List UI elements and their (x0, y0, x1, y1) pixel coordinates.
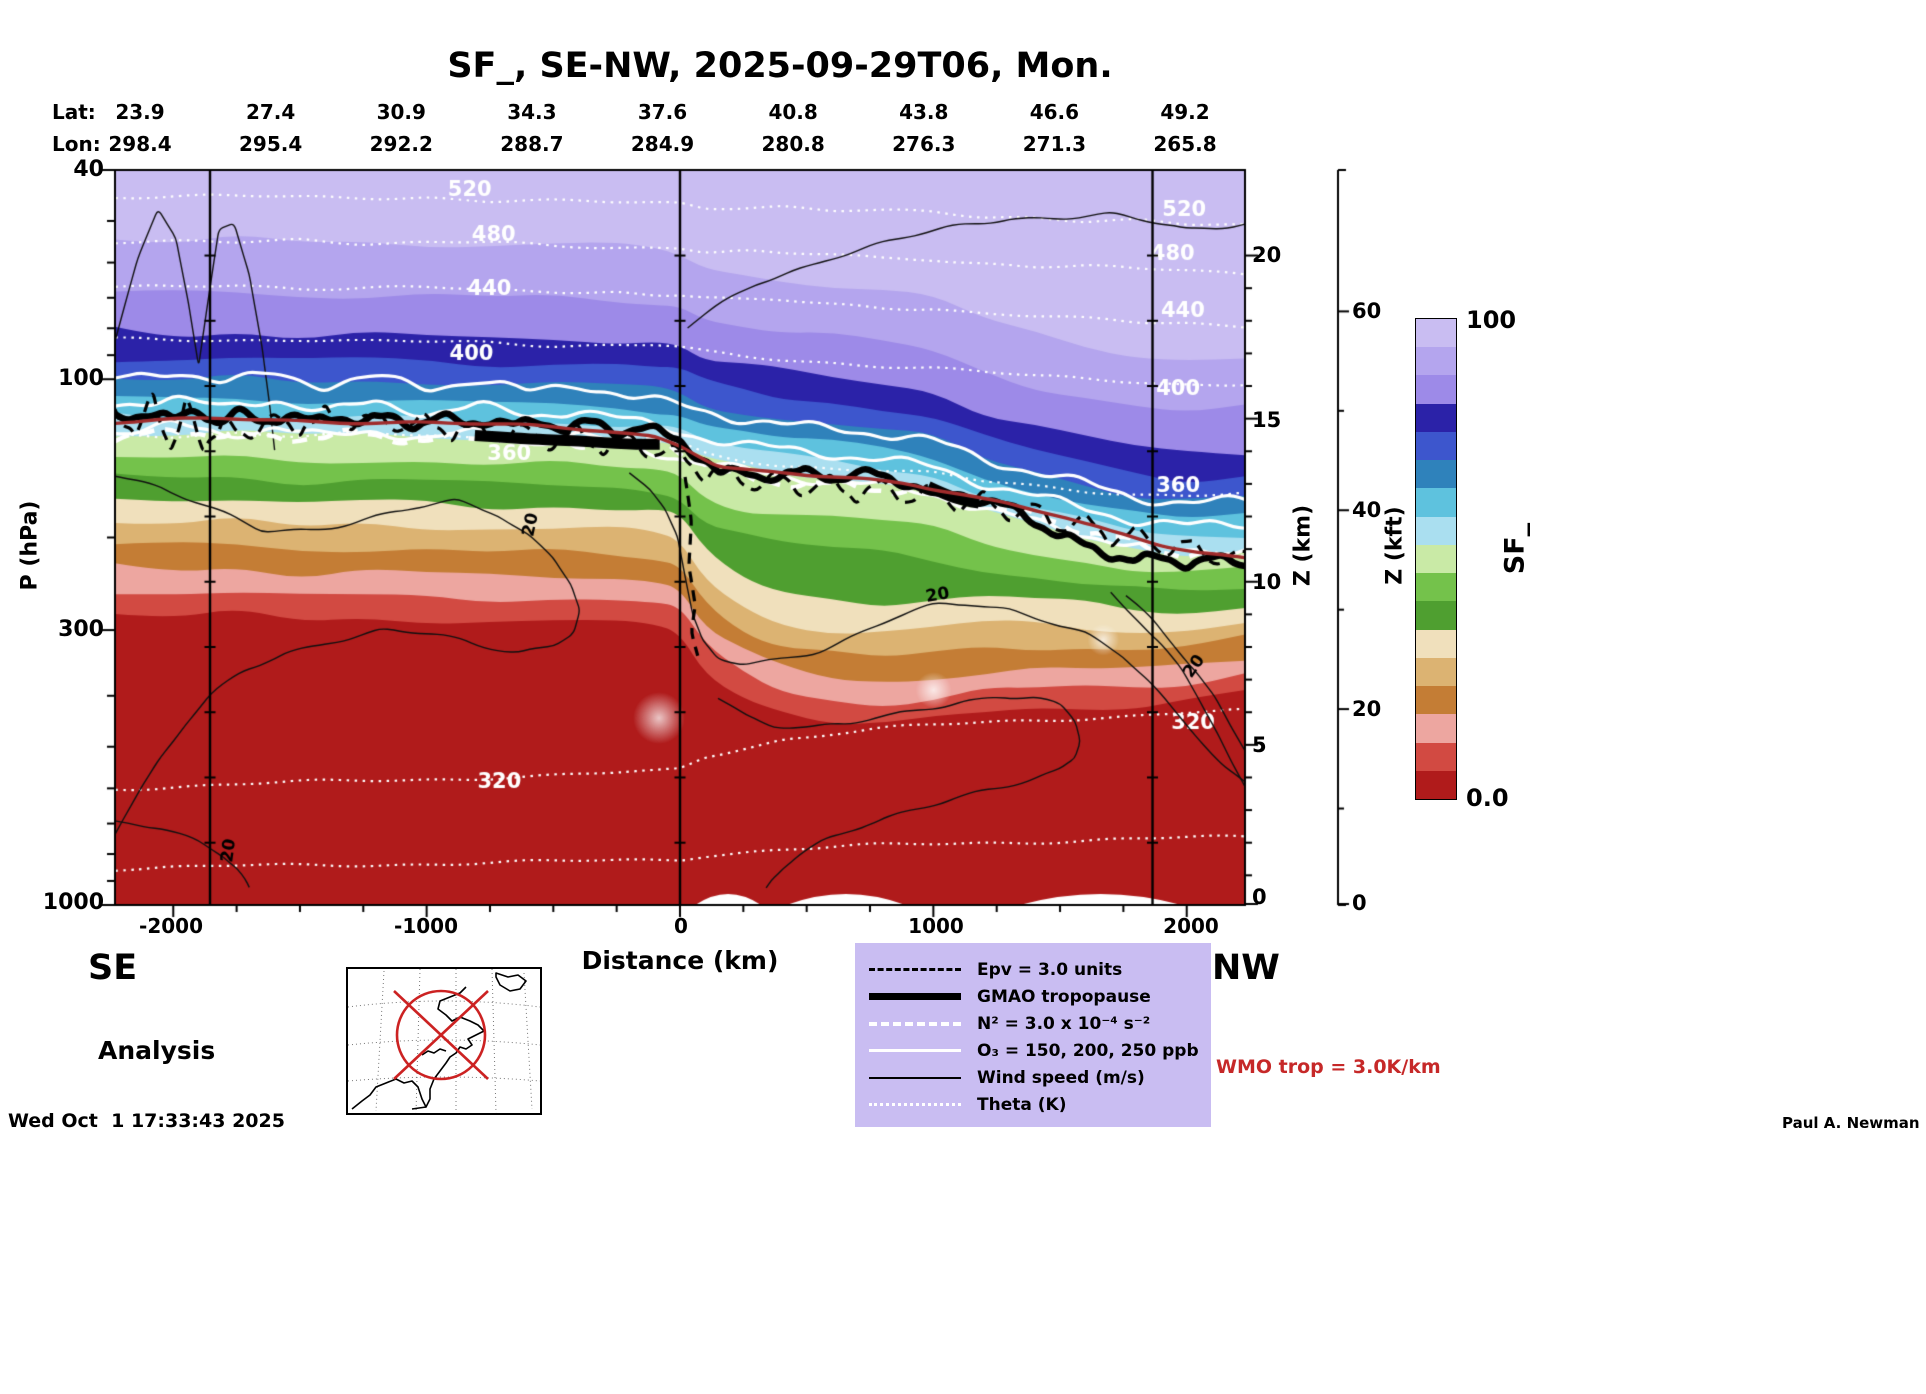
lon-value: 284.9 (630, 132, 695, 156)
colorbar (1415, 318, 1457, 800)
map-section-marker (393, 989, 489, 1081)
lon-axis-label: Lon: (52, 132, 101, 156)
zkft-tick-label: 40 (1352, 498, 1382, 522)
lat-value: 23.9 (115, 100, 165, 124)
legend: Epv = 3.0 units GMAO tropopause N² = 3.0… (855, 943, 1211, 1127)
zkm-tick-label: 15 (1252, 408, 1282, 432)
colorbar-segment (1416, 488, 1456, 517)
credit: Paul A. Newman (NASA (1782, 1114, 1926, 1132)
wind-speed-line-sample (869, 1076, 961, 1079)
lon-value: 280.8 (761, 132, 825, 156)
lon-values-row: 298.4 295.4 292.2 288.7 284.9 280.8 276.… (95, 132, 1230, 156)
legend-row: Wind speed (m/s) (869, 1064, 1211, 1091)
p-tick-label: 100 (58, 366, 104, 391)
legend-row: Theta (K) (869, 1091, 1211, 1118)
colorbar-segment (1416, 657, 1456, 687)
corner-label-nw: NW (1212, 948, 1280, 988)
lat-axis-label: Lat: (52, 100, 96, 124)
legend-label-gmao: GMAO tropopause (977, 986, 1151, 1007)
p-tick-label: 300 (58, 617, 104, 642)
corner-label-se: SE (88, 948, 138, 988)
timestamp: Wed Oct 1 17:33:43 2025 (8, 1110, 285, 1132)
x-tick-label: -2000 (139, 914, 203, 938)
lon-value: 276.3 (892, 132, 956, 156)
gmao-tropopause-line-sample (869, 993, 961, 1000)
zkft-tick-label: 60 (1352, 299, 1382, 323)
lat-value: 40.8 (768, 100, 818, 124)
legend-row: Epv = 3.0 units (869, 956, 1211, 983)
colorbar-segment (1416, 686, 1456, 715)
lon-value: 298.4 (108, 132, 172, 156)
legend-label-o3: O₃ = 150, 200, 250 ppb (977, 1040, 1199, 1061)
x-tick-label: 2000 (1163, 914, 1219, 938)
lon-value: 265.8 (1153, 132, 1217, 156)
x-tick-label: 0 (674, 914, 688, 938)
p-tick-label: 1000 (42, 890, 104, 915)
colorbar-segment (1416, 770, 1456, 799)
lat-value: 49.2 (1160, 100, 1210, 124)
lat-value: 43.8 (899, 100, 949, 124)
zkm-tick-label: 20 (1252, 243, 1282, 267)
lat-value: 37.6 (637, 100, 688, 124)
colorbar-segment (1416, 544, 1456, 574)
theta-line-sample (869, 1103, 961, 1106)
colorbar-segment (1416, 629, 1456, 658)
ozone-line-sample (869, 1049, 961, 1052)
colorbar-segment (1416, 714, 1456, 743)
x-tick-label: -1000 (394, 914, 458, 938)
x-tick-label: 1000 (908, 914, 964, 938)
zkm-axis-title: Z (km) (1290, 504, 1316, 587)
zkm-tick-label: 10 (1252, 570, 1282, 594)
lon-value: 288.7 (500, 132, 564, 156)
legend-label-theta: Theta (K) (977, 1094, 1067, 1115)
lat-value: 27.4 (245, 100, 296, 124)
colorbar-title: SF_ (1499, 522, 1531, 575)
colorbar-segment (1416, 431, 1456, 461)
n2-line-sample (869, 1021, 961, 1026)
colorbar-max-label: 100 (1466, 306, 1517, 334)
colorbar-min-label: 0.0 (1466, 784, 1509, 812)
legend-row: N² = 3.0 x 10⁻⁴ s⁻² (869, 1010, 1211, 1037)
map-coastline (351, 972, 527, 1110)
zkft-axis-title: Z (kft) (1382, 506, 1408, 585)
wmo-trop-note: WMO trop = 3.0K/km (1216, 1056, 1441, 1078)
lat-value: 34.3 (507, 100, 557, 124)
legend-row: GMAO tropopause (869, 983, 1211, 1010)
colorbar-segment (1416, 460, 1456, 489)
zkm-tick-label: 0 (1252, 885, 1267, 909)
colorbar-segment (1416, 742, 1456, 771)
colorbar-segment (1416, 573, 1456, 602)
zkft-tick-label: 0 (1352, 891, 1367, 915)
colorbar-segment (1416, 347, 1456, 376)
legend-row: O₃ = 150, 200, 250 ppb (869, 1037, 1211, 1064)
analysis-label: Analysis (98, 1036, 216, 1065)
colorbar-segment (1416, 516, 1456, 545)
legend-label-wind: Wind speed (m/s) (977, 1067, 1145, 1088)
epv-line-sample (869, 968, 961, 971)
map-inset (346, 967, 542, 1115)
colorbar-segment (1416, 403, 1456, 432)
zkft-tick-label: 20 (1352, 697, 1382, 721)
x-ticks-row: -2000 -1000 0 1000 2000 (126, 914, 1236, 938)
legend-label-n2: N² = 3.0 x 10⁻⁴ s⁻² (977, 1013, 1151, 1034)
p-axis-title: P (hPa) (17, 500, 43, 591)
zkm-tick-label: 5 (1252, 733, 1267, 757)
lon-value: 292.2 (369, 132, 433, 156)
plot-title: SF_, SE-NW, 2025-09-29T06, Mon. (447, 46, 1113, 86)
x-axis-title: Distance (km) (581, 946, 779, 975)
map-graticule (347, 968, 541, 1114)
lat-value: 30.9 (376, 100, 426, 124)
colorbar-segment (1416, 319, 1456, 348)
lon-value: 295.4 (238, 132, 303, 156)
colorbar-segment (1416, 375, 1456, 404)
lat-value: 46.6 (1029, 100, 1080, 124)
legend-label-epv: Epv = 3.0 units (977, 959, 1123, 980)
p-tick-label: 40 (73, 157, 104, 182)
lat-values-row: 23.9 27.4 30.9 34.3 37.6 40.8 43.8 46.6 … (95, 100, 1230, 124)
lon-value: 271.3 (1022, 132, 1086, 156)
colorbar-segment (1416, 601, 1456, 630)
